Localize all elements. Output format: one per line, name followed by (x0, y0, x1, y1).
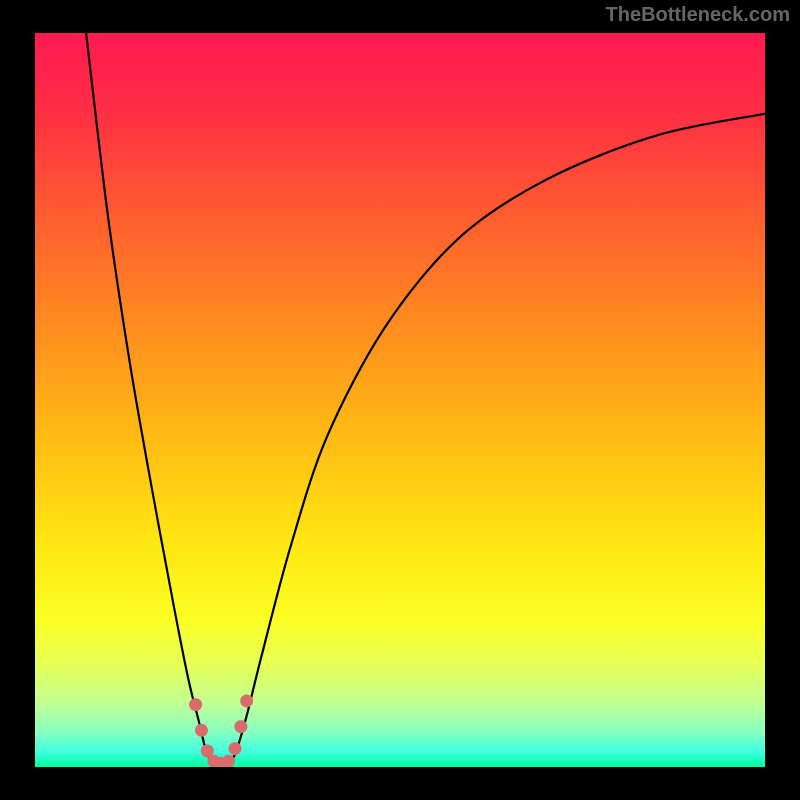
data-marker (240, 694, 253, 707)
data-marker (195, 724, 208, 737)
chart-container: TheBottleneck.com (0, 0, 800, 800)
marker-layer (35, 33, 765, 767)
data-marker (229, 742, 242, 755)
data-marker (189, 698, 202, 711)
watermark-text: TheBottleneck.com (606, 4, 790, 27)
data-marker (222, 755, 235, 767)
data-marker (234, 720, 247, 733)
plot-area (35, 33, 765, 767)
